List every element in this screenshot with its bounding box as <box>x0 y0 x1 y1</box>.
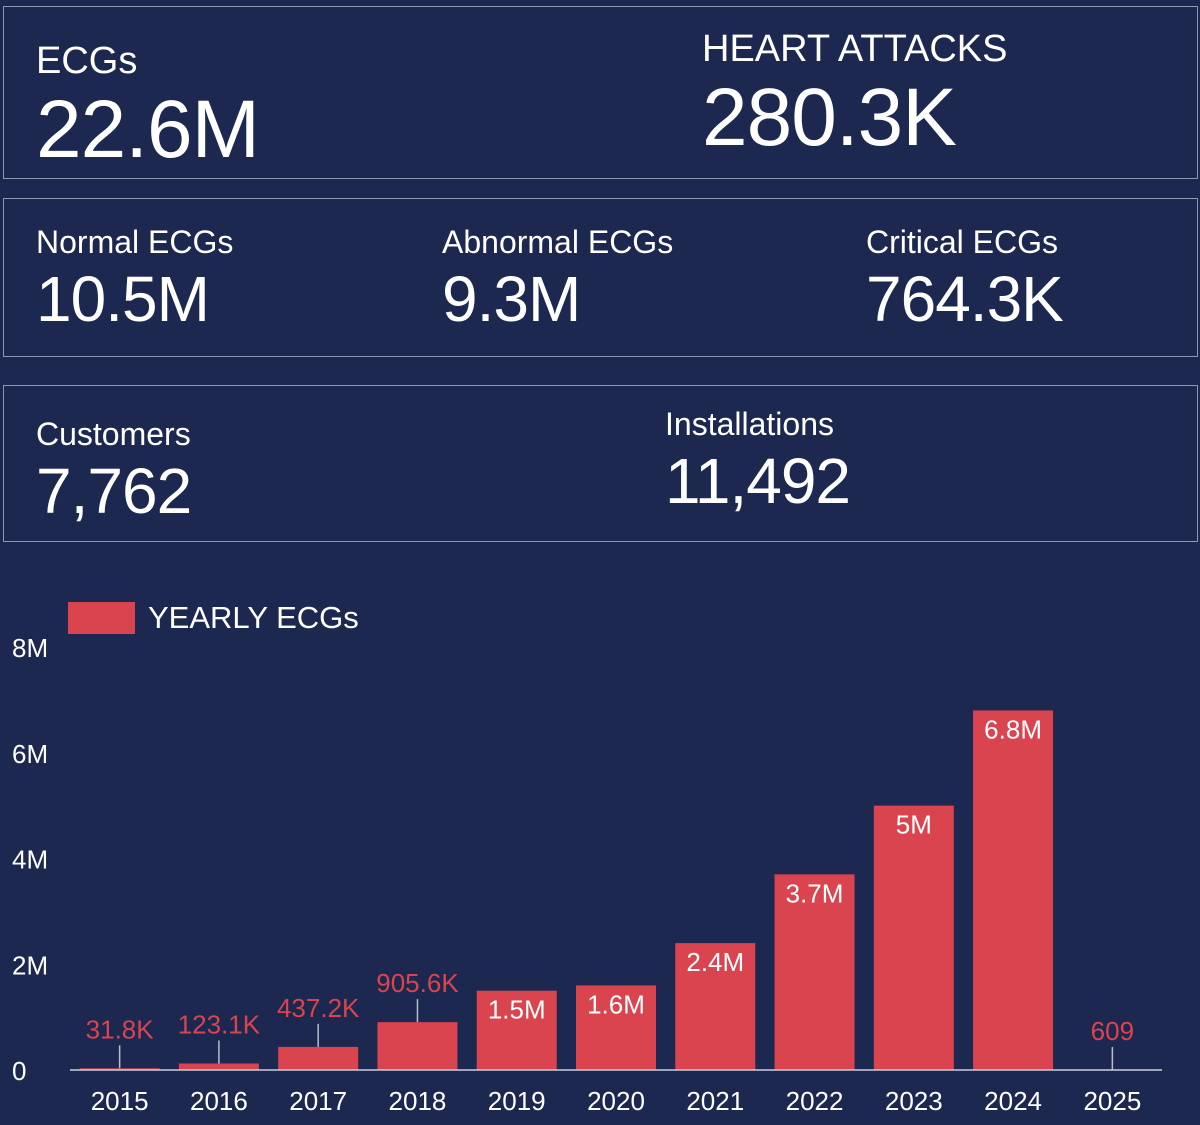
kpi-customers-label: Customers <box>36 416 191 452</box>
kpi-customers: Customers 7,762 <box>36 416 192 527</box>
x-tick-label-2021: 2021 <box>686 1086 744 1116</box>
bar-2018 <box>377 1022 458 1070</box>
y-tick-label: 6M <box>12 739 48 769</box>
x-tick-label-2016: 2016 <box>190 1086 248 1116</box>
bar-2022 <box>774 874 855 1070</box>
x-tick-label-2015: 2015 <box>91 1086 149 1116</box>
data-label-2025: 609 <box>1091 1016 1134 1046</box>
kpi-heart-attacks: HEART ATTACKS 280.3K <box>702 28 1007 159</box>
data-labels: 31.8K 123.1K 437.2K 905.6K 1.5M 1.6M 2.4M 3.7M 5… <box>86 714 1134 1070</box>
x-tick-label-2025: 2025 <box>1083 1086 1141 1116</box>
kpi-panel-totals <box>3 6 1198 179</box>
x-axis: 2015 2016 2017 2018 2019 2020 2021 2022 2023 2024… <box>70 1069 1162 1116</box>
data-label-2015: 31.8K <box>86 1014 155 1044</box>
kpi-abnormal-ecgs-label: Abnormal ECGs <box>442 224 674 260</box>
kpi-critical-ecgs-value: 764.3K <box>866 263 1064 335</box>
kpi-critical-ecgs: Critical ECGs 764.3K <box>866 224 1064 335</box>
bar-2015 <box>79 1068 160 1070</box>
bar-2020 <box>576 985 656 1070</box>
data-label-2019: 1.5M <box>488 995 546 1025</box>
data-label-2022: 3.7M <box>786 878 844 908</box>
bar-2019 <box>476 990 557 1070</box>
bars <box>79 710 1153 1070</box>
legend-label: YEARLY ECGs <box>148 600 359 635</box>
kpi-customers-value: 7,762 <box>36 455 192 527</box>
x-tick-label-2024: 2024 <box>984 1086 1042 1116</box>
data-label-2024: 6.8M <box>984 714 1042 744</box>
kpi-ecgs-label: ECGs <box>36 40 138 82</box>
y-axis: 0 2M 4M 6M 8M <box>12 633 48 1086</box>
kpi-normal-ecgs-label: Normal ECGs <box>36 224 234 260</box>
kpi-abnormal-ecgs: Abnormal ECGs 9.3M <box>442 224 673 331</box>
y-tick-label: 4M <box>12 845 48 875</box>
kpi-normal-ecgs: Normal ECGs 10.5M <box>36 224 233 331</box>
bar-2017 <box>278 1046 359 1070</box>
kpi-installations: Installations 11,492 <box>665 406 851 517</box>
data-label-2016: 123.1K <box>178 1009 261 1039</box>
y-tick-label: 2M <box>12 950 48 980</box>
kpi-installations-value: 11,492 <box>665 445 851 517</box>
y-tick-label: 8M <box>12 633 48 663</box>
kpi-heart-attacks-value: 280.3K <box>702 72 957 163</box>
kpi-panel-ecg-types <box>3 198 1198 357</box>
kpi-panel-business <box>3 385 1198 542</box>
bar-2023 <box>873 805 954 1070</box>
yearly-ecgs-bar-chart: YEARLY ECGs 0 2M 4M 6M 8M 31.8K 123.1K 437.2K 9… <box>12 600 1162 1116</box>
data-label-2018: 905.6K <box>376 968 459 998</box>
kpi-critical-ecgs-label: Critical ECGs <box>866 224 1059 260</box>
data-label-2021: 2.4M <box>686 947 744 977</box>
kpi-abnormal-ecgs-value: 9.3M <box>442 263 581 335</box>
kpi-normal-ecgs-value: 10.5M <box>36 263 210 335</box>
bar-2021 <box>675 943 756 1070</box>
legend-swatch <box>68 602 135 634</box>
kpi-ecgs-value: 22.6M <box>36 84 260 175</box>
kpi-heart-attacks-label: HEART ATTACKS <box>702 28 1008 70</box>
x-tick-label-2023: 2023 <box>885 1086 943 1116</box>
y-tick-label: 0 <box>12 1056 26 1086</box>
kpi-installations-label: Installations <box>665 406 834 442</box>
data-label-2017: 437.2K <box>277 993 360 1023</box>
bar-2024 <box>973 710 1054 1070</box>
data-label-2020: 1.6M <box>587 989 645 1019</box>
data-label-2023: 5M <box>896 810 932 840</box>
bar-2016 <box>178 1063 259 1070</box>
x-tick-label-2019: 2019 <box>488 1086 546 1116</box>
kpi-ecgs: ECGs 22.6M <box>36 40 260 175</box>
x-tick-label-2022: 2022 <box>786 1086 844 1116</box>
x-tick-label-2017: 2017 <box>289 1086 347 1116</box>
x-tick-label-2018: 2018 <box>389 1086 447 1116</box>
x-tick-label-2020: 2020 <box>587 1086 645 1116</box>
